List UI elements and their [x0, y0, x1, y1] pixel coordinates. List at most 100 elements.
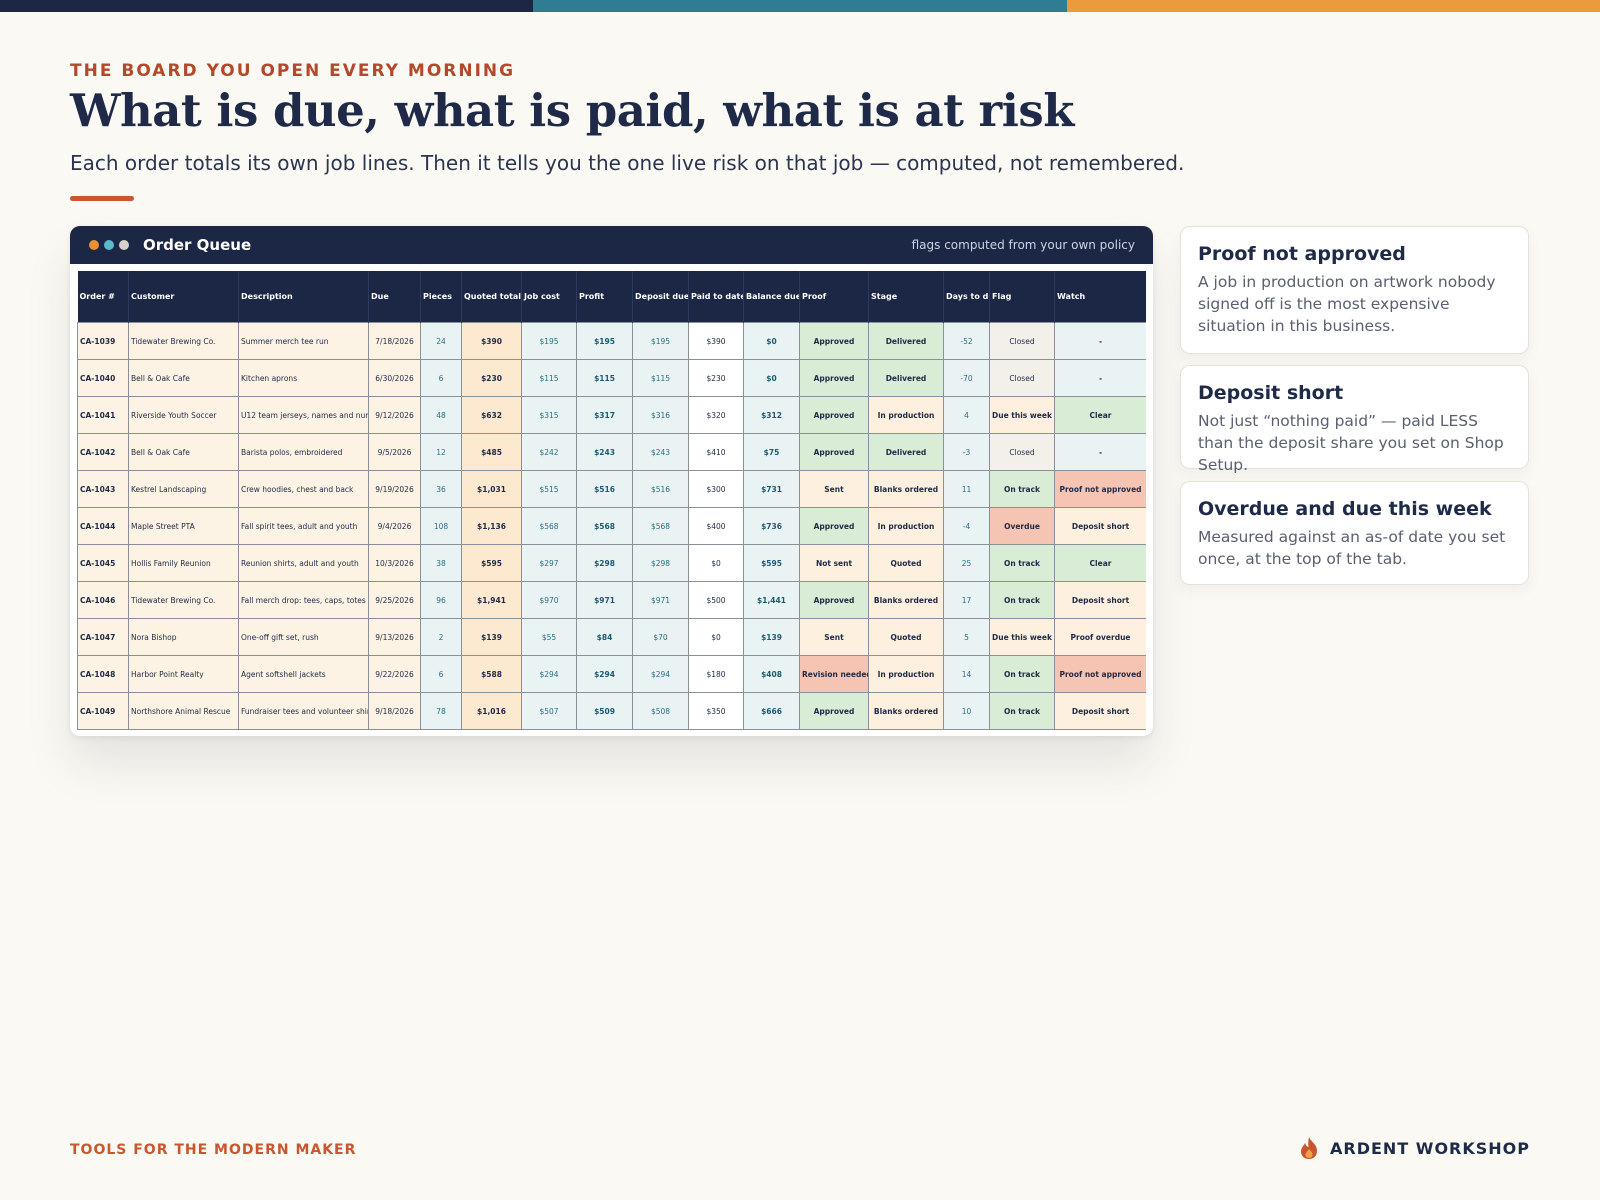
job-cost-cell[interactable]: $507 [521, 692, 577, 730]
stage-cell[interactable]: In production [868, 655, 944, 693]
due-date-cell[interactable]: 10/3/2026 [368, 544, 421, 582]
balance-due-cell[interactable]: $0 [743, 359, 800, 397]
order-number-cell[interactable]: CA-1043 [77, 470, 129, 508]
column-header[interactable]: Order # [77, 271, 129, 323]
column-header[interactable]: Pieces [420, 271, 462, 323]
paid-to-date-cell[interactable]: $300 [688, 470, 744, 508]
column-header[interactable]: Balance due [743, 271, 800, 323]
due-date-cell[interactable]: 6/30/2026 [368, 359, 421, 397]
due-date-cell[interactable]: 7/18/2026 [368, 322, 421, 360]
days-to-due-cell[interactable]: 4 [943, 396, 990, 434]
column-header[interactable]: Stage [868, 271, 944, 323]
description-cell[interactable]: Fall spirit tees, adult and youth [238, 507, 369, 545]
flag-cell[interactable]: Closed [989, 359, 1055, 397]
description-cell[interactable]: Agent softshell jackets [238, 655, 369, 693]
customer-cell[interactable]: Bell & Oak Cafe [128, 433, 239, 471]
proof-status-cell[interactable]: Sent [799, 618, 869, 656]
quoted-total-cell[interactable]: $139 [461, 618, 522, 656]
balance-due-cell[interactable]: $736 [743, 507, 800, 545]
table-row[interactable]: CA-1040 Bell & Oak Cafe Kitchen aprons 6/30… [77, 359, 1146, 397]
stage-cell[interactable]: Delivered [868, 359, 944, 397]
job-cost-cell[interactable]: $568 [521, 507, 577, 545]
days-to-due-cell[interactable]: 17 [943, 581, 990, 619]
column-header[interactable]: Days to due [943, 271, 990, 323]
order-number-cell[interactable]: CA-1039 [77, 322, 129, 360]
days-to-due-cell[interactable]: -70 [943, 359, 990, 397]
order-number-cell[interactable]: CA-1045 [77, 544, 129, 582]
pieces-cell[interactable]: 48 [420, 396, 462, 434]
stage-cell[interactable]: Delivered [868, 433, 944, 471]
due-date-cell[interactable]: 9/22/2026 [368, 655, 421, 693]
flag-cell[interactable]: On track [989, 544, 1055, 582]
stage-cell[interactable]: Delivered [868, 322, 944, 360]
order-number-cell[interactable]: CA-1044 [77, 507, 129, 545]
column-header[interactable]: Profit [576, 271, 633, 323]
description-cell[interactable]: One-off gift set, rush [238, 618, 369, 656]
days-to-due-cell[interactable]: -4 [943, 507, 990, 545]
proof-status-cell[interactable]: Not sent [799, 544, 869, 582]
flag-cell[interactable]: Closed [989, 322, 1055, 360]
due-date-cell[interactable]: 9/19/2026 [368, 470, 421, 508]
table-row[interactable]: CA-1042 Bell & Oak Cafe Barista polos, emb… [77, 433, 1146, 471]
column-header[interactable]: Flag [989, 271, 1055, 323]
job-cost-cell[interactable]: $315 [521, 396, 577, 434]
table-row[interactable]: CA-1043 Kestrel Landscaping Crew hoodies, … [77, 470, 1146, 508]
pieces-cell[interactable]: 12 [420, 433, 462, 471]
quoted-total-cell[interactable]: $1,941 [461, 581, 522, 619]
profit-cell[interactable]: $568 [576, 507, 633, 545]
quoted-total-cell[interactable]: $632 [461, 396, 522, 434]
due-date-cell[interactable]: 9/4/2026 [368, 507, 421, 545]
stage-cell[interactable]: Quoted [868, 618, 944, 656]
paid-to-date-cell[interactable]: $390 [688, 322, 744, 360]
days-to-due-cell[interactable]: 5 [943, 618, 990, 656]
column-header[interactable]: Deposit due [632, 271, 689, 323]
deposit-due-cell[interactable]: $508 [632, 692, 689, 730]
customer-cell[interactable]: Tidewater Brewing Co. [128, 581, 239, 619]
profit-cell[interactable]: $509 [576, 692, 633, 730]
column-header[interactable]: Job cost [521, 271, 577, 323]
table-row[interactable]: CA-1048 Harbor Point Realty Agent softshel… [77, 655, 1146, 693]
deposit-due-cell[interactable]: $70 [632, 618, 689, 656]
deposit-due-cell[interactable]: $294 [632, 655, 689, 693]
deposit-due-cell[interactable]: $243 [632, 433, 689, 471]
quoted-total-cell[interactable]: $1,031 [461, 470, 522, 508]
quoted-total-cell[interactable]: $588 [461, 655, 522, 693]
order-number-cell[interactable]: CA-1040 [77, 359, 129, 397]
quoted-total-cell[interactable]: $390 [461, 322, 522, 360]
days-to-due-cell[interactable]: -3 [943, 433, 990, 471]
flag-cell[interactable]: On track [989, 470, 1055, 508]
job-cost-cell[interactable]: $294 [521, 655, 577, 693]
paid-to-date-cell[interactable]: $350 [688, 692, 744, 730]
deposit-due-cell[interactable]: $516 [632, 470, 689, 508]
pieces-cell[interactable]: 24 [420, 322, 462, 360]
deposit-due-cell[interactable]: $195 [632, 322, 689, 360]
watch-cell[interactable]: - [1054, 359, 1146, 397]
pieces-cell[interactable]: 6 [420, 359, 462, 397]
profit-cell[interactable]: $115 [576, 359, 633, 397]
table-row[interactable]: CA-1039 Tidewater Brewing Co. Summer merch… [77, 322, 1146, 360]
quoted-total-cell[interactable]: $1,016 [461, 692, 522, 730]
watch-cell[interactable]: - [1054, 433, 1146, 471]
paid-to-date-cell[interactable]: $180 [688, 655, 744, 693]
table-row[interactable]: CA-1049 Northshore Animal Rescue Fundraise… [77, 692, 1146, 730]
minimize-dot-icon[interactable] [104, 240, 114, 250]
profit-cell[interactable]: $243 [576, 433, 633, 471]
customer-cell[interactable]: Kestrel Landscaping [128, 470, 239, 508]
pieces-cell[interactable]: 38 [420, 544, 462, 582]
order-number-cell[interactable]: CA-1049 [77, 692, 129, 730]
paid-to-date-cell[interactable]: $0 [688, 618, 744, 656]
order-number-cell[interactable]: CA-1048 [77, 655, 129, 693]
days-to-due-cell[interactable]: 25 [943, 544, 990, 582]
proof-status-cell[interactable]: Approved [799, 692, 869, 730]
job-cost-cell[interactable]: $195 [521, 322, 577, 360]
job-cost-cell[interactable]: $55 [521, 618, 577, 656]
stage-cell[interactable]: In production [868, 396, 944, 434]
balance-due-cell[interactable]: $1,441 [743, 581, 800, 619]
customer-cell[interactable]: Harbor Point Realty [128, 655, 239, 693]
paid-to-date-cell[interactable]: $230 [688, 359, 744, 397]
stage-cell[interactable]: Blanks ordered [868, 581, 944, 619]
customer-cell[interactable]: Riverside Youth Soccer [128, 396, 239, 434]
customer-cell[interactable]: Hollis Family Reunion [128, 544, 239, 582]
profit-cell[interactable]: $84 [576, 618, 633, 656]
watch-cell[interactable]: Deposit short [1054, 581, 1146, 619]
